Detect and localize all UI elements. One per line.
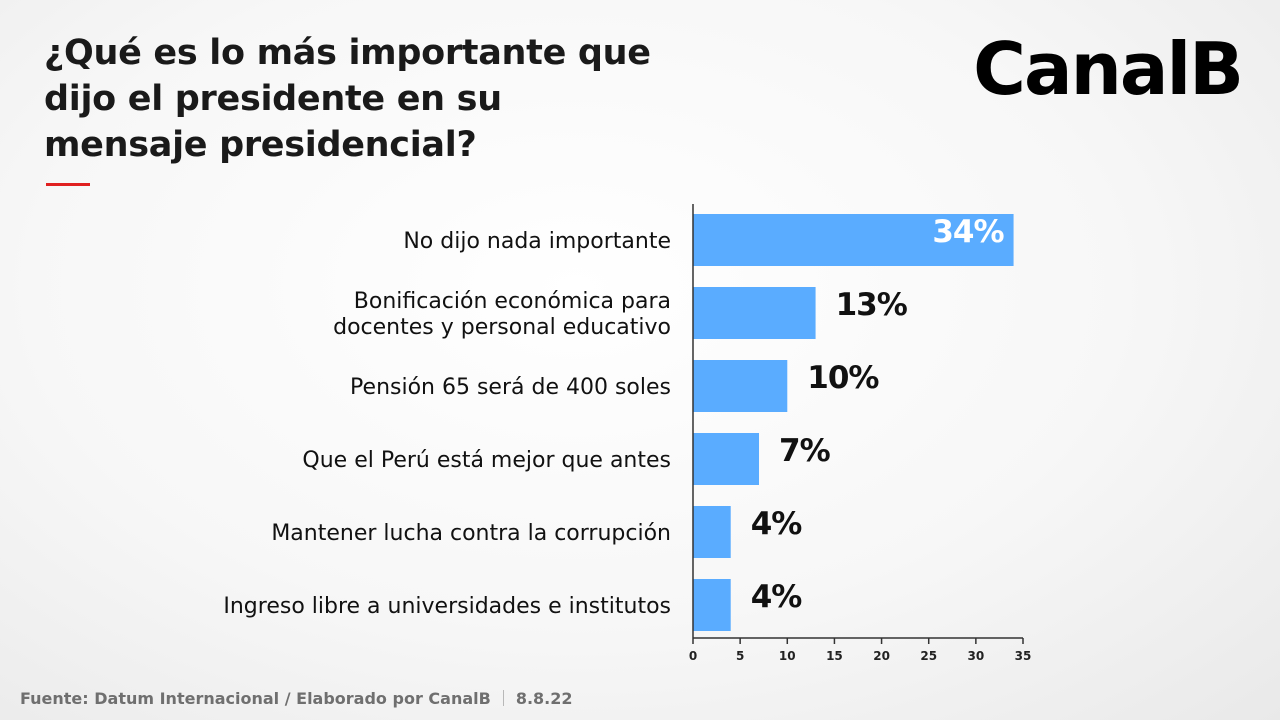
category-label: Mantener lucha contra la corrupción [271,521,671,546]
data-label: 4% [751,579,803,615]
bar [693,360,788,412]
category-label: No dijo nada importante [403,229,671,254]
date-text: 8.8.22 [515,689,573,708]
x-tick-label: 25 [920,649,937,663]
category-label: Ingreso libre a universidades e institut… [223,594,671,619]
data-label: 34% [932,214,1004,250]
canalb-logo: CanalB [973,27,1244,111]
category-label: docentes y personal educativo [333,315,671,340]
title-line: dijo el presidente en su [44,79,502,119]
bar [693,214,1014,266]
x-tick-label: 20 [873,649,890,663]
x-tick-label: 30 [968,649,985,663]
title-line: mensaje presidencial? [44,125,477,165]
category-label: Bonificación económica para [354,289,671,314]
source-footer: Fuente: Datum Internacional / Elaborado … [20,688,573,710]
title-line: ¿Qué es lo más importante que [44,33,651,73]
footer-separator [502,690,504,706]
data-label: 7% [779,433,831,469]
title-accent-line [46,183,90,186]
x-tick-label: 35 [1015,649,1032,663]
data-label: 13% [836,287,908,323]
bar [693,433,759,485]
bar [693,506,731,558]
data-label: 10% [807,360,879,396]
source-text: Fuente: Datum Internacional / Elaborado … [20,689,491,708]
x-tick-label: 15 [826,649,843,663]
x-tick-label: 0 [689,649,697,663]
bar [693,287,816,339]
data-label: 4% [751,506,803,542]
x-tick-label: 5 [736,649,744,663]
bar [693,579,731,631]
chart-title: ¿Qué es lo más importante que dijo el pr… [44,30,804,168]
x-tick-label: 10 [779,649,796,663]
category-label: Que el Perú está mejor que antes [302,448,671,473]
category-label: Pensión 65 será de 400 soles [350,375,671,400]
